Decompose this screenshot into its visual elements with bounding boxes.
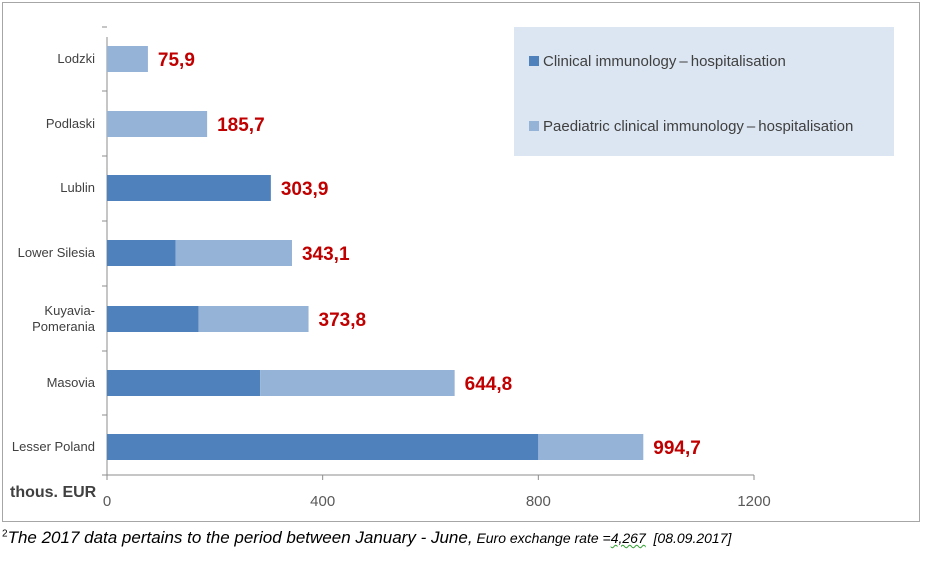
category-label: Lower Silesia bbox=[18, 245, 96, 260]
chart-frame: 0 400 800 1200 thous. EUR Lodzki Podlaski Lubli… bbox=[2, 2, 920, 522]
legend-swatch bbox=[529, 56, 539, 66]
total-value-label: 644,8 bbox=[465, 374, 513, 395]
bar-segment-clinical bbox=[107, 434, 539, 460]
footnote-rate-value: 4,267 bbox=[610, 530, 646, 546]
total-value-label: 75,9 bbox=[158, 50, 195, 71]
category-label: Masovia bbox=[47, 375, 96, 390]
category-label: Podlaski bbox=[46, 116, 95, 131]
bar-segment-clinical bbox=[107, 175, 271, 201]
bar-segment-clinical bbox=[107, 306, 199, 332]
footnote-rate-date: [08.09.2017] bbox=[645, 530, 732, 546]
x-tick-label: 800 bbox=[526, 493, 551, 510]
category-label: Pomerania bbox=[32, 319, 96, 334]
axis-unit-label: thous. EUR bbox=[10, 484, 97, 501]
bar-segment-paediatric bbox=[175, 240, 292, 266]
category-label: Lublin bbox=[60, 180, 95, 195]
bar-segment-paediatric bbox=[260, 370, 455, 396]
legend-label: Clinical immunology – hospitalisation bbox=[543, 53, 786, 70]
bar-segment-paediatric bbox=[107, 111, 208, 137]
footnote-exchange-rate: Euro exchange rate =4,267 [08.09.2017] bbox=[473, 530, 732, 546]
category-label: Lesser Poland bbox=[12, 439, 95, 454]
x-tick-label: 0 bbox=[103, 493, 111, 510]
total-value-label: 994,7 bbox=[653, 438, 701, 459]
x-tick-label: 400 bbox=[310, 493, 335, 510]
bar-segment-clinical bbox=[107, 240, 176, 266]
total-value-label: 343,1 bbox=[302, 244, 350, 265]
total-value-label: 185,7 bbox=[217, 115, 265, 136]
bar-segment-paediatric bbox=[198, 306, 309, 332]
bar-segment-paediatric bbox=[538, 434, 644, 460]
category-label: Lodzki bbox=[57, 51, 95, 66]
total-value-label: 373,8 bbox=[319, 310, 367, 331]
legend-label: Paediatric clinical immunology – hospita… bbox=[543, 118, 853, 135]
bar-segment-clinical bbox=[107, 370, 261, 396]
footnote: 2The 2017 data pertains to the period be… bbox=[2, 528, 922, 548]
footnote-main-text: The 2017 data pertains to the period bet… bbox=[7, 528, 473, 547]
footnote-rate-prefix: Euro exchange rate = bbox=[476, 530, 611, 546]
bar-chart: 0 400 800 1200 thous. EUR Lodzki Podlaski Lubli… bbox=[10, 26, 894, 510]
total-value-label: 303,9 bbox=[281, 179, 329, 200]
legend-box bbox=[514, 27, 894, 156]
footnote-marker: 2 bbox=[2, 528, 8, 540]
legend-swatch bbox=[529, 121, 539, 131]
category-label: Kuyavia- bbox=[44, 303, 95, 318]
bar-segment-paediatric bbox=[107, 46, 148, 72]
x-tick-label: 1200 bbox=[737, 493, 770, 510]
